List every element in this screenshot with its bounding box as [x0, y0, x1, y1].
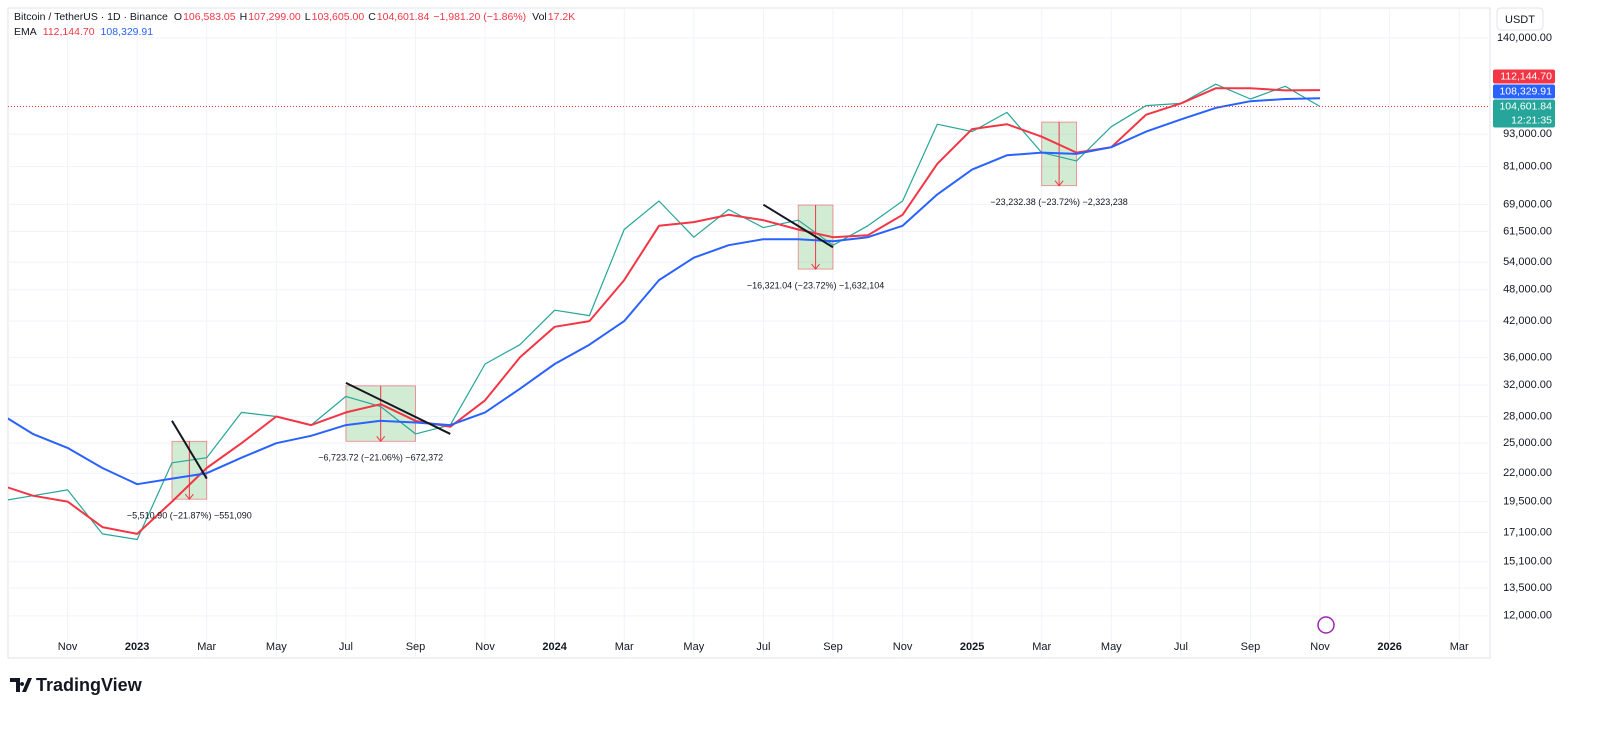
- x-tick-label: Sep: [1241, 641, 1261, 653]
- ohlc-label: O: [174, 11, 182, 23]
- grid: [8, 8, 1490, 658]
- currency-box[interactable]: [1496, 7, 1544, 31]
- ohlc-label: H: [240, 11, 248, 23]
- y-tick-label: 22,000.00: [1503, 467, 1552, 479]
- ohlc-value: 107,299.00: [248, 11, 301, 23]
- price-tag-label: 104,601.84: [1499, 100, 1552, 112]
- ohlc-value: 106,583.05: [183, 11, 236, 23]
- ohlc-value: 103,605.00: [312, 11, 365, 23]
- logo: TradingView: [10, 675, 143, 695]
- y-tick-label: 15,100.00: [1503, 556, 1552, 568]
- x-tick-label: Nov: [475, 641, 495, 653]
- x-tick-label: 2026: [1377, 641, 1401, 653]
- legend-header: Bitcoin / TetherUS · 1D · Binance O 106,58…: [14, 11, 575, 38]
- x-tick-label: 2025: [960, 641, 984, 653]
- x-tick-label: May: [1101, 641, 1122, 653]
- price-tag-label: 108,329.91: [1499, 85, 1552, 97]
- series-line: [8, 97, 1321, 486]
- measure-arrowhead: [184, 493, 194, 501]
- measure-label: −5,510.90 (−21.87%) −551,090: [127, 511, 252, 521]
- x-tick-label: Sep: [406, 641, 426, 653]
- price-tag: [1493, 99, 1555, 128]
- plot-area: [7, 7, 1491, 659]
- y-tick-label: 36,000.00: [1503, 351, 1552, 363]
- y-tick-label: 32,000.00: [1503, 379, 1552, 391]
- x-tick-label: Jul: [756, 641, 770, 653]
- price-tag: [1493, 69, 1555, 84]
- countdown: 12:21:35: [1511, 114, 1552, 126]
- trend-line: [762, 203, 834, 249]
- y-tick-label: 140,000.00: [1497, 32, 1552, 44]
- currency: USDT: [1505, 14, 1535, 26]
- x-tick-label: Nov: [893, 641, 913, 653]
- x-tick-label: May: [683, 641, 704, 653]
- indicator-value: 108,329.91: [101, 26, 154, 38]
- x-tick-label: Mar: [615, 641, 634, 653]
- y-tick-label: 42,000.00: [1503, 315, 1552, 327]
- y-tick-label: 61,500.00: [1503, 225, 1552, 237]
- price-tag: [1493, 84, 1555, 99]
- x-tick-label: Mar: [197, 641, 216, 653]
- plot: [8, 83, 1490, 541]
- trend-line: [171, 420, 208, 480]
- brand: TradingView: [36, 675, 143, 695]
- y-tick-label: 19,500.00: [1503, 496, 1552, 508]
- measure-label: −6,723.72 (−21.06%) −672,372: [318, 453, 443, 463]
- series-line: [8, 83, 1321, 541]
- ohlc-label: C: [368, 11, 376, 23]
- axes: 140,000.00 93,000.00 81,000.00 69,000.00 61,…: [58, 32, 1555, 653]
- y-tick-label: 93,000.00: [1503, 128, 1552, 140]
- measure-arrowhead: [1054, 180, 1064, 187]
- x-tick-label: May: [266, 641, 287, 653]
- measure-arrowhead: [376, 435, 386, 443]
- y-tick-label: 81,000.00: [1503, 161, 1552, 173]
- indicator-value: 112,144.70: [43, 26, 95, 38]
- y-tick-label: 25,000.00: [1503, 437, 1552, 449]
- measure-label: −16,321.04 (−23.72%) −1,632,104: [747, 280, 884, 290]
- x-tick-label: Nov: [1310, 641, 1330, 653]
- price-tag-label: 112,144.70: [1500, 70, 1552, 82]
- volume-label: Vol: [532, 11, 547, 23]
- x-tick-label: Jul: [339, 641, 353, 653]
- x-tick-label: 2024: [542, 641, 567, 653]
- y-tick-label: 48,000.00: [1503, 284, 1552, 296]
- symbol-title: Bitcoin / TetherUS · 1D · Binance: [14, 11, 168, 23]
- indicator-name: EMA: [14, 26, 37, 38]
- logo-icon: [10, 678, 32, 692]
- y-tick-label: 69,000.00: [1503, 198, 1552, 210]
- event-icon[interactable]: [1317, 616, 1335, 634]
- y-tick-label: 13,500.00: [1503, 582, 1552, 594]
- y-tick-label: 12,000.00: [1503, 610, 1552, 622]
- y-tick-label: 28,000.00: [1503, 410, 1552, 422]
- y-tick-label: 17,100.00: [1503, 526, 1552, 538]
- y-tick-label: 54,000.00: [1503, 256, 1552, 268]
- x-tick-label: Sep: [823, 641, 843, 653]
- measure-arrowhead: [811, 263, 820, 270]
- x-tick-label: Mar: [1450, 641, 1469, 653]
- change: −1,981.20 (−1.86%): [433, 11, 526, 23]
- x-tick-label: Jul: [1174, 641, 1188, 653]
- ohlc-value: 104,601.84: [377, 11, 430, 23]
- trend-line: [345, 382, 451, 435]
- volume-value: 17.2K: [548, 11, 575, 23]
- x-tick-label: 2023: [125, 641, 149, 653]
- measure-label: −23,232.38 (−23.72%) −2,323,238: [990, 197, 1127, 207]
- ohlc-label: L: [305, 11, 311, 23]
- x-tick-label: Nov: [58, 641, 78, 653]
- x-tick-label: Mar: [1032, 641, 1051, 653]
